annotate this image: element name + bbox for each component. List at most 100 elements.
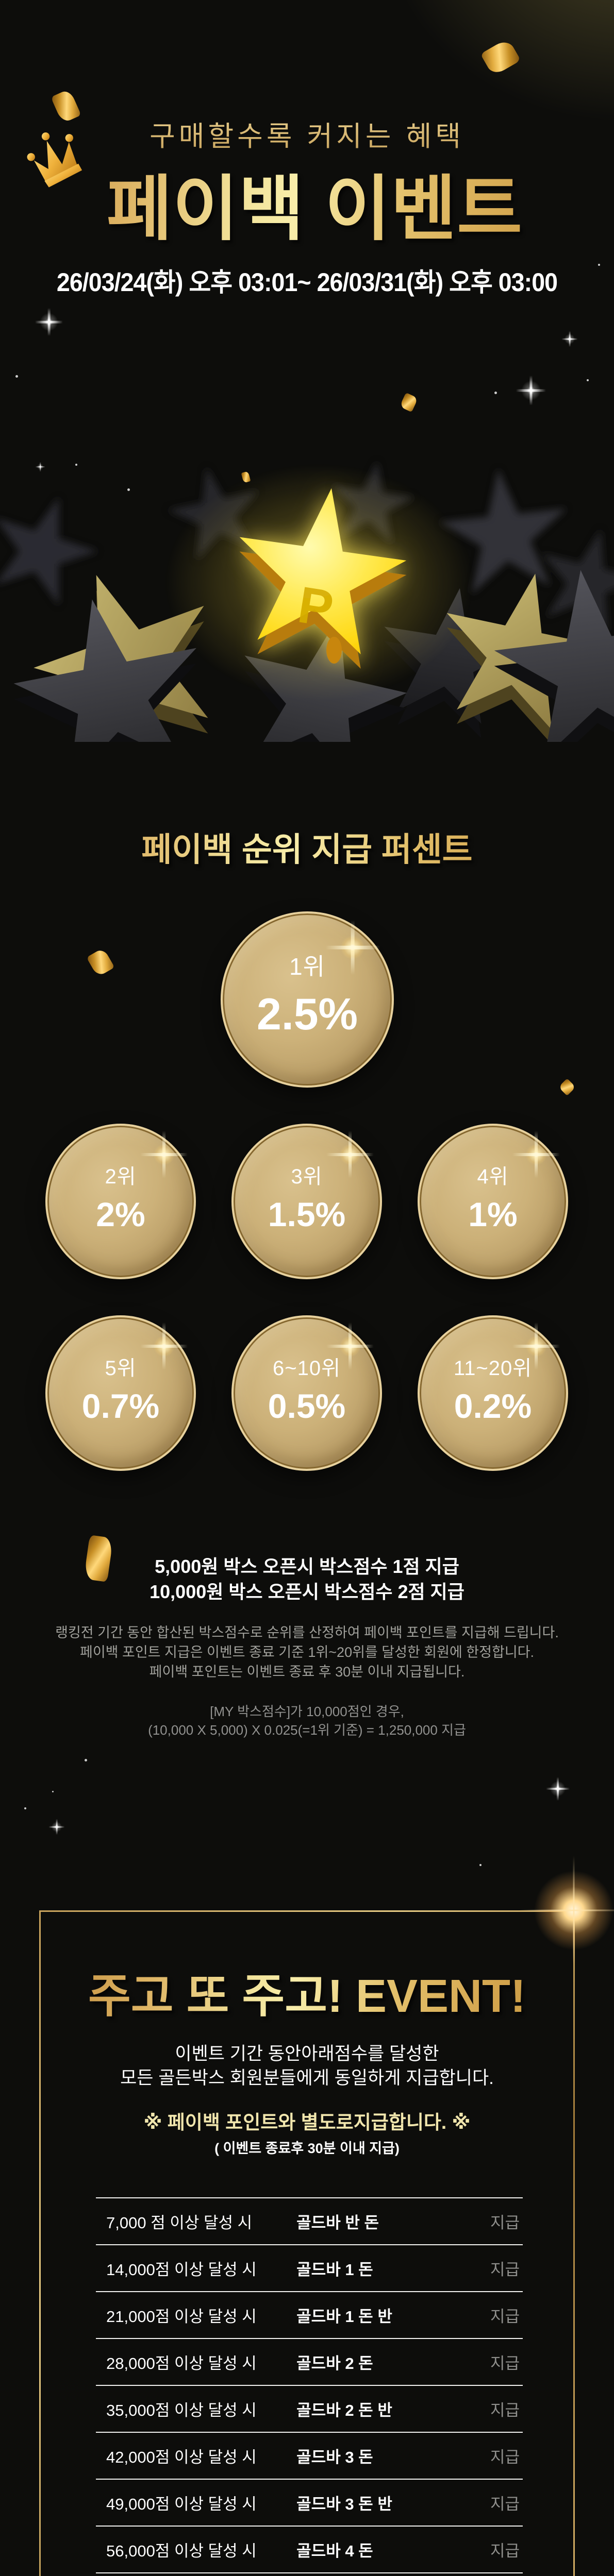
star-dot-icon: [479, 1864, 482, 1866]
reward-item: 골드바 2 돈: [296, 2354, 373, 2372]
star-dot-icon: [127, 488, 130, 491]
rank-tier-coin: 4위 1%: [418, 1124, 568, 1279]
reward-condition: 56,000점 이상 달성 시: [106, 2542, 257, 2560]
payback-note-line: 페이백 포인트 지급은 이벤트 종료 기준 1위~20위를 달성한 회원에 한정…: [79, 1645, 535, 1660]
reward-status: 지급: [490, 2214, 520, 2232]
rank-tier-coin: 5위 0.7%: [45, 1315, 196, 1471]
reward-item: 골드바 3 돈: [296, 2448, 373, 2466]
payback-note-line: 페이백 포인트는 이벤트 종료 후 30분 이내 지급됩니다.: [149, 1664, 465, 1680]
sparkle-glint-icon: [328, 1325, 372, 1368]
reward-status: 지급: [490, 2495, 520, 2513]
tier-rank-label: 5위: [105, 1357, 137, 1380]
crown-icon: [27, 132, 82, 188]
confetti-icon: [480, 38, 521, 77]
sparkle-glint-icon: [142, 1133, 186, 1176]
payback-example: [MY 박스점수]가 10,000점인 경우, (10,000 X 5,000)…: [0, 1702, 614, 1739]
sparkle-icon: [517, 376, 545, 405]
payback-star-hero: P: [0, 455, 614, 742]
reward-table-row: 49,000점 이상 달성 시 골드바 3 돈 반 지급: [96, 2479, 523, 2526]
reward-table-row: 14,000점 이상 달성 시 골드바 1 돈 지급: [96, 2244, 523, 2291]
box-score-rules: 5,000원 박스 오픈시 박스점수 1점 지급 10,000원 박스 오픈시 …: [0, 1554, 614, 1604]
event-subtitle: 구매할수록 커지는 혜택: [0, 113, 614, 154]
reward-status: 지급: [490, 2354, 520, 2372]
bonus-description-line: 모든 골든박스 회원분들에게 동일하게 지급합니다.: [120, 2068, 494, 2088]
sparkle-icon: [562, 331, 577, 347]
reward-condition: 7,000 점 이상 달성 시: [106, 2214, 253, 2232]
sparkle-icon: [36, 462, 45, 471]
tier-percent-value: 2.5%: [256, 989, 358, 1039]
bonus-event-title: 주고 또 주고! EVENT!: [41, 1958, 573, 2025]
rank-tier-coin: 11~20위 0.2%: [418, 1315, 568, 1471]
reward-table-row: 28,000점 이상 달성 시 골드바 2 돈 지급: [96, 2338, 523, 2385]
reward-condition: 35,000점 이상 달성 시: [106, 2401, 257, 2419]
tier-percent-value: 1%: [468, 1195, 518, 1233]
star-dot-icon: [587, 379, 589, 381]
star-dot-icon: [52, 1791, 54, 1792]
star-dot-icon: [598, 264, 600, 266]
rank-tier-coin: 6~10위 0.5%: [231, 1315, 382, 1471]
bonus-event-notice: ※ 페이백 포인트와 별도로지급합니다. ※: [143, 2112, 471, 2133]
bonus-event-subnotice: ( 이벤트 종료후 30분 이내 지급): [214, 2141, 400, 2156]
payback-note-line: 랭킹전 기간 동안 합산된 박스점수로 순위를 산정하여 페이백 포인트를 지급…: [55, 1625, 559, 1640]
reward-status: 지급: [490, 2448, 520, 2466]
sparkle-icon: [36, 309, 62, 335]
reward-item: 골드바 1 돈: [296, 2261, 373, 2279]
star-dot-icon: [75, 464, 77, 466]
sparkle-glint-icon: [328, 1133, 372, 1176]
reward-status: 지급: [490, 2542, 520, 2560]
tier-percent-value: 0.2%: [454, 1387, 532, 1425]
confetti-icon: [86, 947, 115, 977]
tier-rank-label: 4위: [477, 1165, 509, 1188]
reward-condition: 28,000점 이상 달성 시: [106, 2354, 257, 2372]
sparkle-icon: [546, 1777, 569, 1800]
tier-rank-label: 1위: [289, 953, 325, 980]
star-dot-icon: [85, 1759, 87, 1761]
event-date-range: 26/03/24(화) 오후 03:01~ 26/03/31(화) 오후 03:…: [56, 268, 558, 297]
star-dot-icon: [494, 392, 497, 394]
reward-table-row: 42,000점 이상 달성 시 골드바 3 돈 지급: [96, 2432, 523, 2479]
tier-percent-value: 0.5%: [268, 1387, 346, 1425]
reward-condition: 14,000점 이상 달성 시: [106, 2261, 257, 2279]
reward-item: 골드바 4 돈: [296, 2542, 373, 2560]
reward-status: 지급: [490, 2261, 520, 2279]
sparkle-glint-icon: [328, 923, 377, 972]
tier-rank-label: 11~20위: [453, 1357, 533, 1380]
tier-rank-label: 2위: [105, 1165, 137, 1188]
bonus-description-line: 이벤트 기간 동안아래점수를 달성한: [175, 2044, 439, 2064]
sparkle-glint-icon: [515, 1133, 558, 1176]
sparkle-glint-icon: [142, 1325, 186, 1368]
reward-table-row: 56,000점 이상 달성 시 골드바 4 돈 지급: [96, 2526, 523, 2572]
reward-table: 7,000 점 이상 달성 시 골드바 반 돈 지급 14,000점 이상 달성…: [96, 2197, 523, 2576]
bonus-event-description: 이벤트 기간 동안아래점수를 달성한 모든 골든박스 회원분들에게 동일하게 지…: [41, 2042, 573, 2090]
sparkle-glint-icon: [515, 1325, 558, 1368]
rank-tier-coin: 3위 1.5%: [231, 1124, 382, 1279]
reward-condition: 49,000점 이상 달성 시: [106, 2495, 257, 2513]
payback-notes: 랭킹전 기간 동안 합산된 박스점수로 순위를 산정하여 페이백 포인트를 지급…: [0, 1623, 614, 1682]
tier-percent-value: 2%: [96, 1195, 145, 1233]
rank-tier-coin: 1위 2.5%: [221, 911, 394, 1088]
reward-item: 골드바 1 돈 반: [296, 2308, 392, 2326]
score-rule-line: 10,000원 박스 오픈시 박스점수 2점 지급: [150, 1581, 464, 1602]
reward-table-row: 7,000 점 이상 달성 시 골드바 반 돈 지급: [96, 2197, 523, 2244]
reward-item: 골드바 3 돈 반: [296, 2495, 392, 2513]
reward-table-row: 35,000점 이상 달성 시 골드바 2 돈 반 지급: [96, 2385, 523, 2432]
reward-item: 골드바 반 돈: [296, 2214, 379, 2232]
bonus-event-box: 주고 또 주고! EVENT! 이벤트 기간 동안아래점수를 달성한 모든 골든…: [39, 1910, 575, 2576]
score-rule-line: 5,000원 박스 오픈시 박스점수 1점 지급: [155, 1556, 459, 1577]
reward-table-row: 21,000점 이상 달성 시 골드바 1 돈 반 지급: [96, 2291, 523, 2338]
reward-condition: 42,000점 이상 달성 시: [106, 2448, 257, 2466]
reward-item: 골드바 2 돈 반: [296, 2401, 392, 2419]
tier-rank-label: 6~10위: [273, 1357, 341, 1380]
reward-condition: 21,000점 이상 달성 시: [106, 2308, 257, 2326]
payback-star-icon: P: [225, 476, 415, 673]
payback-example-line: (10,000 X 5,000) X 0.025(=1위 기준) = 1,250…: [148, 1722, 466, 1738]
sparkle-icon: [49, 1819, 64, 1835]
confetti-icon: [399, 392, 419, 413]
tier-percent-value: 1.5%: [268, 1195, 346, 1233]
tier-percent-value: 0.7%: [81, 1387, 160, 1425]
star-dot-icon: [15, 375, 18, 378]
star-dot-icon: [24, 1807, 26, 1809]
reward-status: 지급: [490, 2401, 520, 2419]
reward-status: 지급: [490, 2308, 520, 2326]
